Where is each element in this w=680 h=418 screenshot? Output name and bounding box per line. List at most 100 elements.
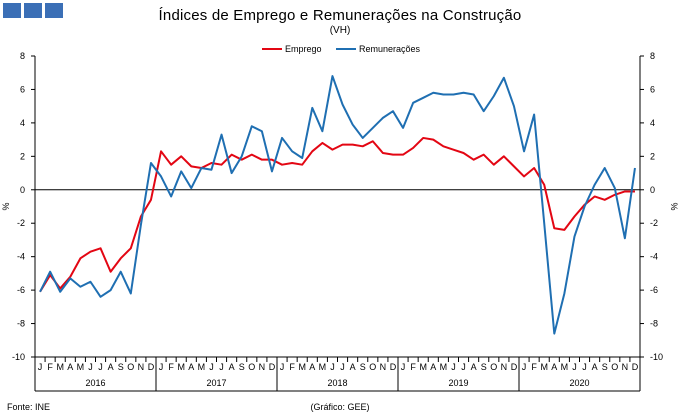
month-label: J <box>451 362 456 372</box>
month-label: N <box>622 362 629 372</box>
month-label: M <box>540 362 548 372</box>
legend-label-emprego: Emprego <box>285 44 322 54</box>
month-label: N <box>138 362 145 372</box>
month-label: A <box>430 362 436 372</box>
month-label: D <box>390 362 397 372</box>
y-tick-label-left: -8 <box>17 319 25 329</box>
logo-square <box>45 3 63 18</box>
month-label: J <box>38 362 43 372</box>
y-tick-label-left: -4 <box>17 252 25 262</box>
logo-square <box>3 3 21 18</box>
month-label: M <box>177 362 185 372</box>
month-label: O <box>248 362 255 372</box>
month-label: A <box>471 362 477 372</box>
month-label: O <box>611 362 618 372</box>
month-label: J <box>572 362 577 372</box>
credit-note: (Gráfico: GEE) <box>310 402 370 412</box>
month-label: S <box>602 362 608 372</box>
year-label: 2019 <box>448 378 468 388</box>
chart-subtitle: (VH) <box>329 25 351 36</box>
source-note: Fonte: INE <box>7 402 51 412</box>
month-label: A <box>67 362 73 372</box>
month-label: A <box>592 362 598 372</box>
y-tick-label-right: 6 <box>650 84 655 94</box>
y-tick-label-right: -2 <box>650 218 658 228</box>
month-label: J <box>461 362 466 372</box>
legend-label-remuneracoes: Remunerações <box>359 44 421 54</box>
month-label: J <box>340 362 345 372</box>
year-label: 2017 <box>206 378 226 388</box>
month-label: F <box>531 362 537 372</box>
year-label: 2016 <box>85 378 105 388</box>
month-label: J <box>159 362 164 372</box>
y-tick-label-left: 6 <box>20 84 25 94</box>
month-label: F <box>289 362 295 372</box>
month-label: O <box>369 362 376 372</box>
month-label: J <box>98 362 103 372</box>
month-label: J <box>522 362 527 372</box>
y-tick-label-right: 0 <box>650 185 655 195</box>
month-label: D <box>511 362 518 372</box>
y-tick-label-right: -4 <box>650 252 658 262</box>
month-label: A <box>309 362 315 372</box>
month-label: M <box>298 362 306 372</box>
y-tick-label-left: 2 <box>20 151 25 161</box>
month-label: J <box>88 362 93 372</box>
month-label: N <box>380 362 387 372</box>
y-tick-label-left: -2 <box>17 218 25 228</box>
month-label: A <box>188 362 194 372</box>
brand-logo <box>3 3 63 18</box>
month-label: N <box>259 362 266 372</box>
month-label: J <box>219 362 224 372</box>
month-label: J <box>209 362 214 372</box>
y-tick-label-right: 2 <box>650 151 655 161</box>
month-label: M <box>56 362 64 372</box>
y-tick-label-right: -8 <box>650 319 658 329</box>
y-tick-label-right: -6 <box>650 285 658 295</box>
month-label: A <box>350 362 356 372</box>
month-label: M <box>77 362 85 372</box>
month-label: O <box>490 362 497 372</box>
month-label: S <box>239 362 245 372</box>
month-label: S <box>118 362 124 372</box>
y-tick-label-left: 8 <box>20 51 25 61</box>
month-label: N <box>501 362 508 372</box>
month-label: D <box>632 362 639 372</box>
month-label: O <box>127 362 134 372</box>
month-label: A <box>229 362 235 372</box>
y-tick-label-left: 0 <box>20 185 25 195</box>
month-label: A <box>551 362 557 372</box>
y-tick-label-left: -6 <box>17 285 25 295</box>
month-label: S <box>481 362 487 372</box>
month-label: A <box>108 362 114 372</box>
year-label: 2020 <box>569 378 589 388</box>
year-label: 2018 <box>327 378 347 388</box>
month-label: F <box>47 362 53 372</box>
month-label: J <box>582 362 587 372</box>
month-label: J <box>330 362 335 372</box>
month-label: M <box>198 362 206 372</box>
month-label: M <box>319 362 327 372</box>
month-label: J <box>401 362 406 372</box>
month-label: M <box>440 362 448 372</box>
y-tick-label-right: -10 <box>650 352 663 362</box>
series-line-emprego <box>39 136 635 293</box>
y-tick-label-right: 8 <box>650 51 655 61</box>
month-label: D <box>269 362 276 372</box>
logo-square <box>24 3 42 18</box>
y-tick-label-left: 4 <box>20 118 25 128</box>
month-label: S <box>360 362 366 372</box>
month-label: F <box>410 362 416 372</box>
y-tick-label-right: 4 <box>650 118 655 128</box>
month-label: M <box>561 362 569 372</box>
month-label: J <box>280 362 285 372</box>
series-line-remuneracoes <box>39 75 636 335</box>
month-label: F <box>168 362 174 372</box>
chart-title: Índices de Emprego e Remunerações na Con… <box>158 7 522 24</box>
y-tick-label-left: -10 <box>12 352 25 362</box>
y-axis-label-left: % <box>1 202 11 210</box>
y-axis-label-right: % <box>669 202 679 210</box>
month-label: D <box>148 362 155 372</box>
month-label: M <box>419 362 427 372</box>
